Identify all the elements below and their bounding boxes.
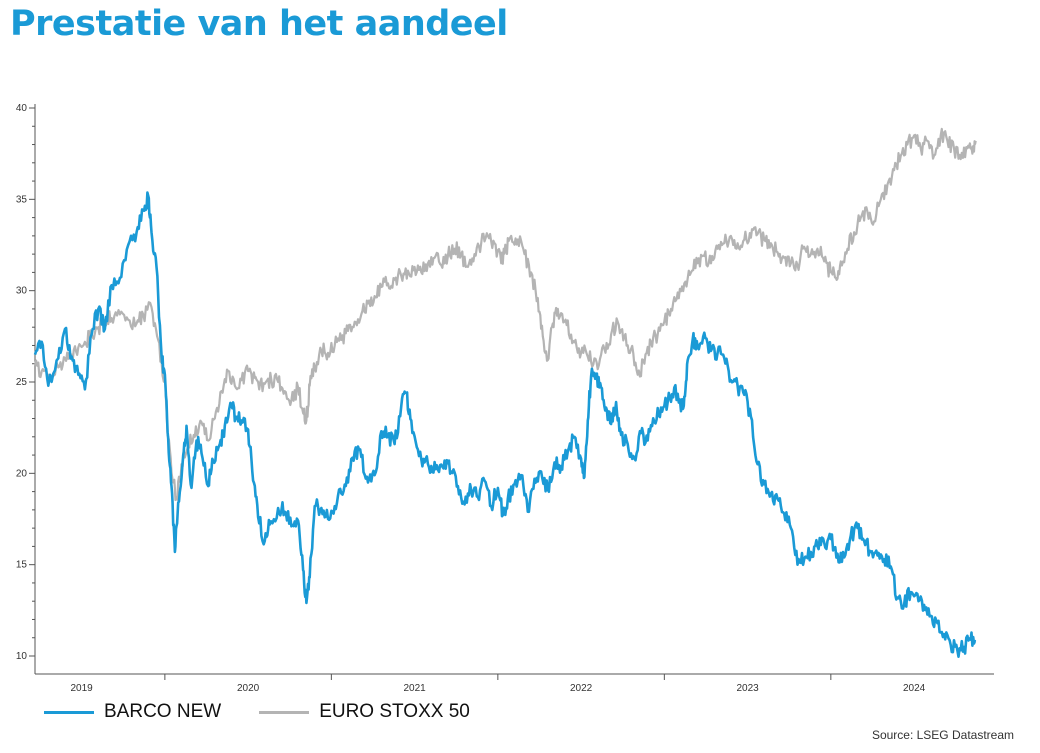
series-line-stoxx	[33, 127, 977, 502]
y-tick-label: 20	[16, 468, 28, 479]
legend-item-barco: BARCO NEW	[44, 701, 221, 723]
legend-swatch-stoxx	[259, 710, 310, 714]
x-tick-label: 2022	[570, 683, 593, 694]
x-tick-label: 2021	[403, 683, 426, 694]
series-line-barco	[33, 191, 977, 658]
chart-series	[33, 127, 977, 658]
chart-axes: 10 15 20 25 30 35 40 2019 2020 2021 2022 2023 2024	[16, 103, 994, 694]
x-tick-label: 2024	[903, 683, 926, 694]
y-tick-label: 10	[16, 651, 28, 662]
chart-legend: BARCO NEW EURO STOXX 50	[44, 701, 508, 723]
line-chart: 10 15 20 25 30 35 40 2019 2020 2021 2022 2023 2024	[16, 103, 994, 694]
x-tick-label: 2019	[70, 683, 93, 694]
y-tick-label: 25	[16, 377, 28, 388]
x-tick-label: 2020	[237, 683, 260, 694]
y-tick-label: 15	[16, 560, 28, 571]
y-tick-label: 35	[16, 194, 28, 205]
y-tick-label: 40	[16, 103, 28, 114]
page-title: Prestatie van het aandeel	[10, 4, 508, 44]
legend-label-barco: BARCO NEW	[104, 701, 222, 722]
y-tick-label: 30	[16, 286, 28, 297]
legend-item-stoxx: EURO STOXX 50	[259, 701, 470, 723]
legend-label-stoxx: EURO STOXX 50	[319, 701, 470, 722]
source-note: Source: LSEG Datastream	[871, 728, 1014, 742]
legend-swatch-barco	[44, 710, 94, 714]
x-tick-label: 2023	[736, 683, 759, 694]
